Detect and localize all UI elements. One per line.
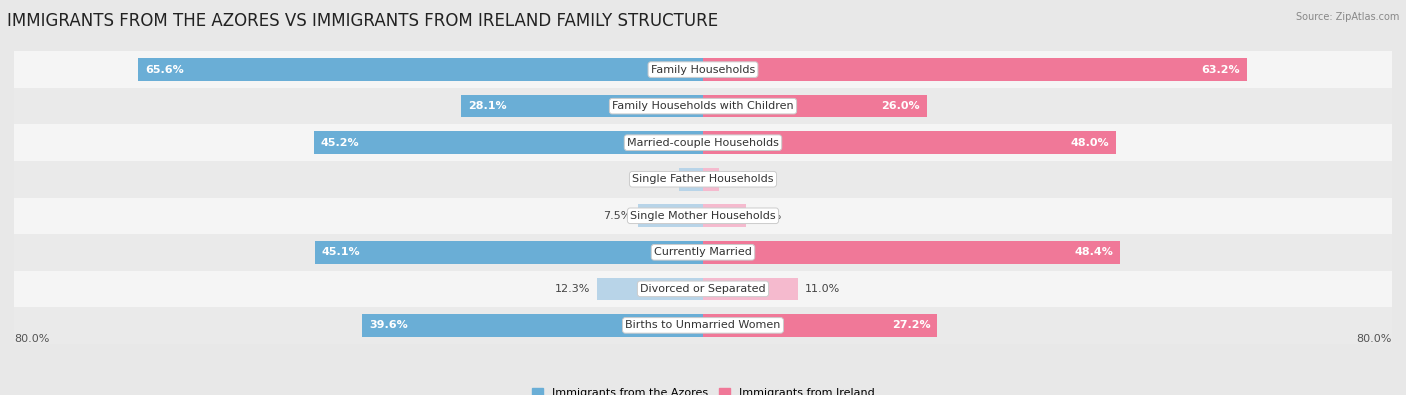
- Text: 26.0%: 26.0%: [882, 101, 920, 111]
- Text: 80.0%: 80.0%: [14, 334, 49, 344]
- Legend: Immigrants from the Azores, Immigrants from Ireland: Immigrants from the Azores, Immigrants f…: [527, 383, 879, 395]
- Bar: [138, 58, 703, 81]
- Text: 5.0%: 5.0%: [754, 211, 782, 221]
- Bar: [703, 205, 747, 227]
- Bar: [14, 51, 1392, 88]
- Bar: [703, 241, 1119, 263]
- Text: 28.1%: 28.1%: [468, 101, 506, 111]
- Bar: [14, 271, 1392, 307]
- Text: 80.0%: 80.0%: [1357, 334, 1392, 344]
- Bar: [703, 132, 1116, 154]
- Text: Married-couple Households: Married-couple Households: [627, 138, 779, 148]
- Text: 65.6%: 65.6%: [145, 65, 184, 75]
- Bar: [361, 314, 703, 337]
- Bar: [461, 95, 703, 117]
- Text: 48.0%: 48.0%: [1071, 138, 1109, 148]
- Text: Source: ZipAtlas.com: Source: ZipAtlas.com: [1295, 12, 1399, 22]
- Bar: [703, 314, 938, 337]
- Bar: [14, 198, 1392, 234]
- Bar: [703, 278, 797, 300]
- Bar: [14, 88, 1392, 124]
- Bar: [598, 278, 703, 300]
- Text: 7.5%: 7.5%: [603, 211, 631, 221]
- Text: IMMIGRANTS FROM THE AZORES VS IMMIGRANTS FROM IRELAND FAMILY STRUCTURE: IMMIGRANTS FROM THE AZORES VS IMMIGRANTS…: [7, 12, 718, 30]
- Text: 2.8%: 2.8%: [644, 174, 672, 184]
- Bar: [14, 161, 1392, 198]
- Bar: [703, 168, 718, 190]
- Text: 63.2%: 63.2%: [1202, 65, 1240, 75]
- Text: 11.0%: 11.0%: [804, 284, 839, 294]
- Text: 27.2%: 27.2%: [891, 320, 931, 330]
- Bar: [14, 124, 1392, 161]
- Text: Family Households: Family Households: [651, 65, 755, 75]
- Text: 45.1%: 45.1%: [322, 247, 360, 257]
- Text: Divorced or Separated: Divorced or Separated: [640, 284, 766, 294]
- Text: 12.3%: 12.3%: [555, 284, 591, 294]
- Text: 45.2%: 45.2%: [321, 138, 360, 148]
- Bar: [314, 132, 703, 154]
- Bar: [14, 307, 1392, 344]
- Bar: [14, 234, 1392, 271]
- Text: Single Mother Households: Single Mother Households: [630, 211, 776, 221]
- Bar: [679, 168, 703, 190]
- Text: 48.4%: 48.4%: [1074, 247, 1114, 257]
- Text: Single Father Households: Single Father Households: [633, 174, 773, 184]
- Text: 39.6%: 39.6%: [368, 320, 408, 330]
- Text: 1.8%: 1.8%: [725, 174, 754, 184]
- Text: Family Households with Children: Family Households with Children: [612, 101, 794, 111]
- Bar: [315, 241, 703, 263]
- Bar: [638, 205, 703, 227]
- Bar: [703, 58, 1247, 81]
- Text: Currently Married: Currently Married: [654, 247, 752, 257]
- Text: Births to Unmarried Women: Births to Unmarried Women: [626, 320, 780, 330]
- Bar: [703, 95, 927, 117]
